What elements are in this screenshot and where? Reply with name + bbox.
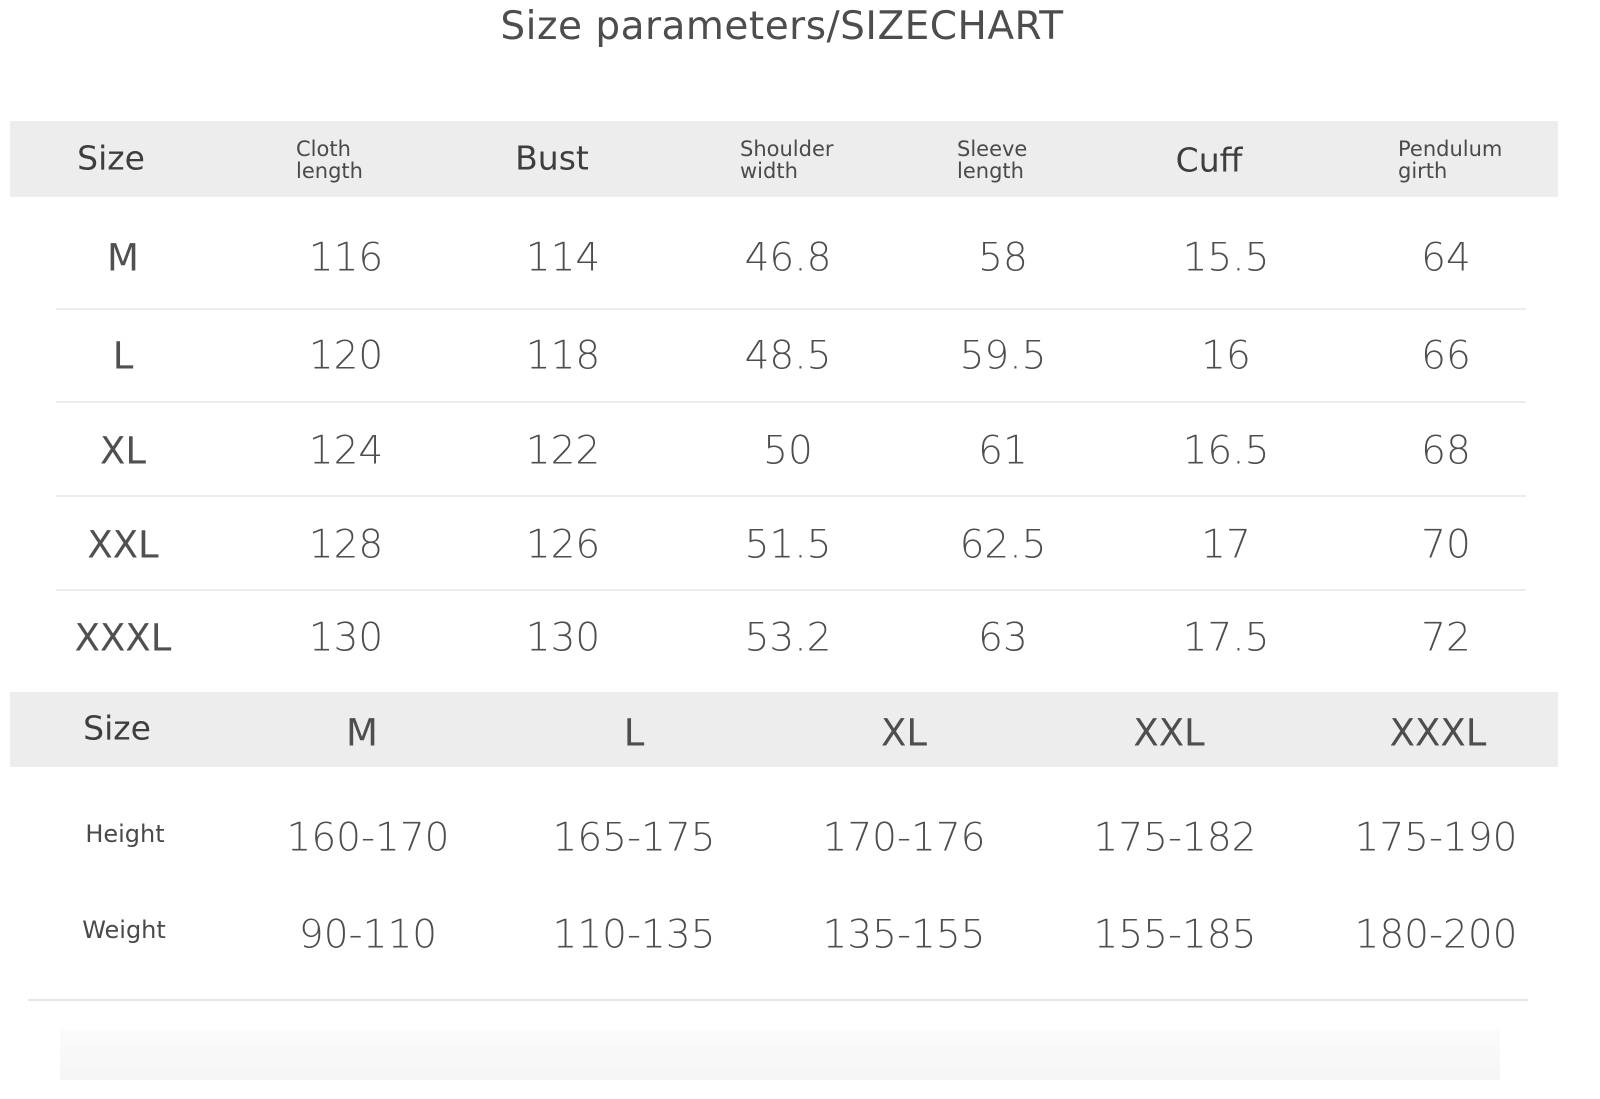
shoulder-width-value: 51.5 (744, 522, 832, 568)
shoulder-width-value: 46.8 (744, 235, 832, 281)
header-cuff: Cuff (1175, 140, 1243, 180)
weight-value: 90-110 (298, 912, 438, 958)
cloth-length-value: 124 (308, 428, 384, 474)
bust-value: 114 (525, 235, 601, 281)
cloth-length-value: 128 (308, 522, 384, 568)
cuff-value: 17 (1201, 522, 1251, 568)
table-row-size: L (112, 334, 134, 378)
height-value: 165-175 (552, 815, 716, 861)
faded-footer-strip (60, 1030, 1500, 1080)
header-pendulum-girth-line2: girth (1398, 159, 1448, 183)
header-sleeve-length-line2: length (957, 159, 1024, 183)
shoulder-width-value: 48.5 (744, 333, 832, 379)
sleeve-length-value: 58 (978, 235, 1028, 281)
cuff-value: 17.5 (1182, 615, 1270, 661)
header-shoulder-width: Shoulder width (740, 138, 834, 182)
height-value: 175-182 (1093, 815, 1257, 861)
height-label: Height (85, 820, 165, 848)
body-size-column-l: L (623, 711, 645, 755)
header-cloth-length-line1: Cloth (296, 137, 351, 161)
table-row-size: XXXL (74, 616, 172, 660)
table-row-size: M (107, 236, 139, 280)
body-size-column-xxxl: XXXL (1389, 711, 1487, 755)
cloth-length-value: 130 (308, 615, 384, 661)
body-size-column-xxl: XXL (1133, 711, 1205, 755)
header-pendulum-girth-line1: Pendulum (1398, 137, 1503, 161)
table-row-size: XXL (87, 523, 159, 567)
sleeve-length-value: 63 (978, 615, 1028, 661)
page-title: Size parameters/SIZECHART (500, 4, 1064, 49)
bust-value: 122 (525, 428, 601, 474)
body-size-column-m: M (346, 711, 378, 755)
height-value: 160-170 (286, 815, 450, 861)
header-size: Size (77, 138, 145, 178)
header-cloth-length-line2: length (296, 159, 363, 183)
size-chart-header-band (10, 121, 1558, 197)
body-size-column-xl: XL (881, 711, 927, 755)
pendulum-girth-value: 64 (1421, 235, 1471, 281)
shoulder-width-value: 53.2 (744, 615, 832, 661)
height-value: 170-176 (822, 815, 986, 861)
cuff-value: 16 (1201, 333, 1251, 379)
bust-value: 126 (525, 522, 601, 568)
weight-label: Weight (82, 916, 166, 944)
row-divider (56, 401, 1526, 403)
bottom-divider (28, 999, 1528, 1001)
weight-value: 180-200 (1354, 912, 1518, 958)
bust-value: 118 (525, 333, 601, 379)
pendulum-girth-value: 72 (1421, 615, 1471, 661)
weight-value: 110-135 (552, 912, 716, 958)
header-pendulum-girth: Pendulum girth (1398, 138, 1502, 182)
weight-value: 155-185 (1093, 912, 1257, 958)
body-size-header-band (10, 692, 1558, 767)
cloth-length-value: 116 (308, 235, 384, 281)
header-shoulder-width-line1: Shoulder (740, 137, 834, 161)
cloth-length-value: 120 (308, 333, 384, 379)
sleeve-length-value: 59.5 (959, 333, 1047, 379)
cuff-value: 15.5 (1182, 235, 1270, 281)
weight-value: 135-155 (822, 912, 986, 958)
header-shoulder-width-line2: width (740, 159, 798, 183)
pendulum-girth-value: 66 (1421, 333, 1471, 379)
table-row-size: XL (100, 429, 146, 473)
row-divider (56, 495, 1526, 497)
pendulum-girth-value: 70 (1421, 522, 1471, 568)
body-size-header-label: Size (83, 708, 151, 748)
row-divider (56, 589, 1526, 591)
header-sleeve-length: Sleeve length (957, 138, 1027, 182)
header-cloth-length: Cloth length (296, 138, 363, 182)
cuff-value: 16.5 (1182, 428, 1270, 474)
header-bust: Bust (515, 138, 589, 178)
sleeve-length-value: 61 (978, 428, 1028, 474)
sleeve-length-value: 62.5 (959, 522, 1047, 568)
height-value: 175-190 (1354, 815, 1518, 861)
bust-value: 130 (525, 615, 601, 661)
header-sleeve-length-line1: Sleeve (957, 137, 1028, 161)
row-divider (56, 308, 1526, 310)
shoulder-width-value: 50 (763, 428, 813, 474)
pendulum-girth-value: 68 (1421, 428, 1471, 474)
